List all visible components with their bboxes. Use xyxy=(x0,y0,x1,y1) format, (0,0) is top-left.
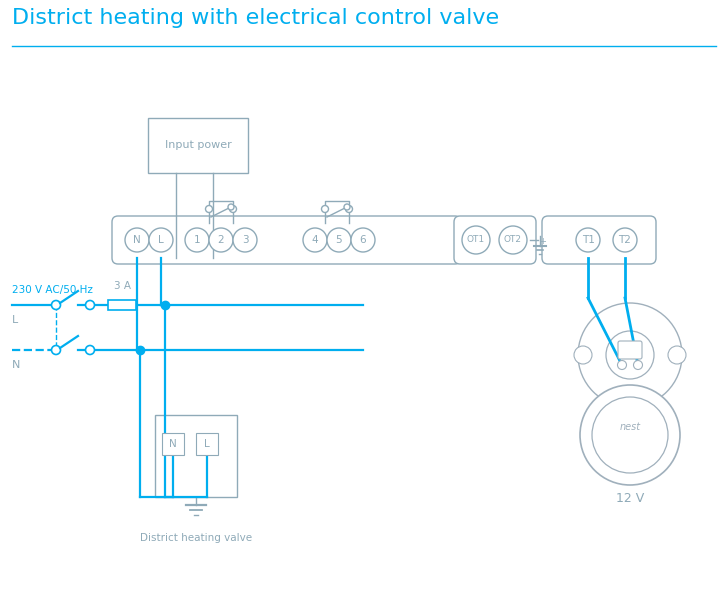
Text: OT2: OT2 xyxy=(504,235,522,245)
FancyBboxPatch shape xyxy=(542,216,656,264)
Bar xyxy=(108,300,136,310)
Circle shape xyxy=(149,228,173,252)
Text: N: N xyxy=(133,235,141,245)
Circle shape xyxy=(578,303,682,407)
Circle shape xyxy=(125,228,149,252)
Text: N: N xyxy=(169,439,177,449)
Circle shape xyxy=(668,346,686,364)
Text: +: + xyxy=(539,236,547,245)
Circle shape xyxy=(606,331,654,379)
Text: 3 A: 3 A xyxy=(114,281,130,291)
Text: 4: 4 xyxy=(312,235,318,245)
Text: T1: T1 xyxy=(582,235,595,245)
Circle shape xyxy=(52,346,60,355)
Circle shape xyxy=(351,228,375,252)
Circle shape xyxy=(633,361,643,369)
Bar xyxy=(148,118,248,173)
Circle shape xyxy=(228,204,234,210)
Circle shape xyxy=(462,226,490,254)
Circle shape xyxy=(85,346,95,355)
Text: nest: nest xyxy=(618,335,642,345)
Text: 6: 6 xyxy=(360,235,366,245)
Circle shape xyxy=(303,228,327,252)
Text: 12 V: 12 V xyxy=(616,491,644,504)
Circle shape xyxy=(613,228,637,252)
Circle shape xyxy=(322,206,328,213)
Circle shape xyxy=(233,228,257,252)
Circle shape xyxy=(617,361,627,369)
Circle shape xyxy=(499,226,527,254)
Text: OT1: OT1 xyxy=(467,235,485,245)
Text: 5: 5 xyxy=(336,235,342,245)
Text: L: L xyxy=(158,235,164,245)
Text: District heating with electrical control valve: District heating with electrical control… xyxy=(12,8,499,28)
Circle shape xyxy=(205,206,213,213)
Text: T2: T2 xyxy=(619,235,631,245)
Circle shape xyxy=(580,385,680,485)
Text: L: L xyxy=(204,439,210,449)
Bar xyxy=(196,433,218,455)
Circle shape xyxy=(327,228,351,252)
Circle shape xyxy=(229,206,237,213)
FancyBboxPatch shape xyxy=(112,216,461,264)
FancyBboxPatch shape xyxy=(454,216,536,264)
Text: Input power: Input power xyxy=(165,141,232,150)
Text: 2: 2 xyxy=(218,235,224,245)
Circle shape xyxy=(185,228,209,252)
Circle shape xyxy=(574,346,592,364)
Bar xyxy=(162,433,184,455)
Circle shape xyxy=(209,228,233,252)
Text: L: L xyxy=(12,315,18,325)
Text: 1: 1 xyxy=(194,235,200,245)
Text: District heating valve: District heating valve xyxy=(140,533,252,543)
Circle shape xyxy=(344,204,350,210)
Bar xyxy=(155,415,237,497)
Circle shape xyxy=(85,301,95,309)
Text: 3: 3 xyxy=(242,235,248,245)
Circle shape xyxy=(576,228,600,252)
Circle shape xyxy=(346,206,352,213)
Text: N: N xyxy=(12,360,20,370)
Circle shape xyxy=(52,301,60,309)
Text: 230 V AC/50 Hz: 230 V AC/50 Hz xyxy=(12,285,93,295)
FancyBboxPatch shape xyxy=(618,341,642,359)
Circle shape xyxy=(592,397,668,473)
Text: nest: nest xyxy=(620,422,641,432)
